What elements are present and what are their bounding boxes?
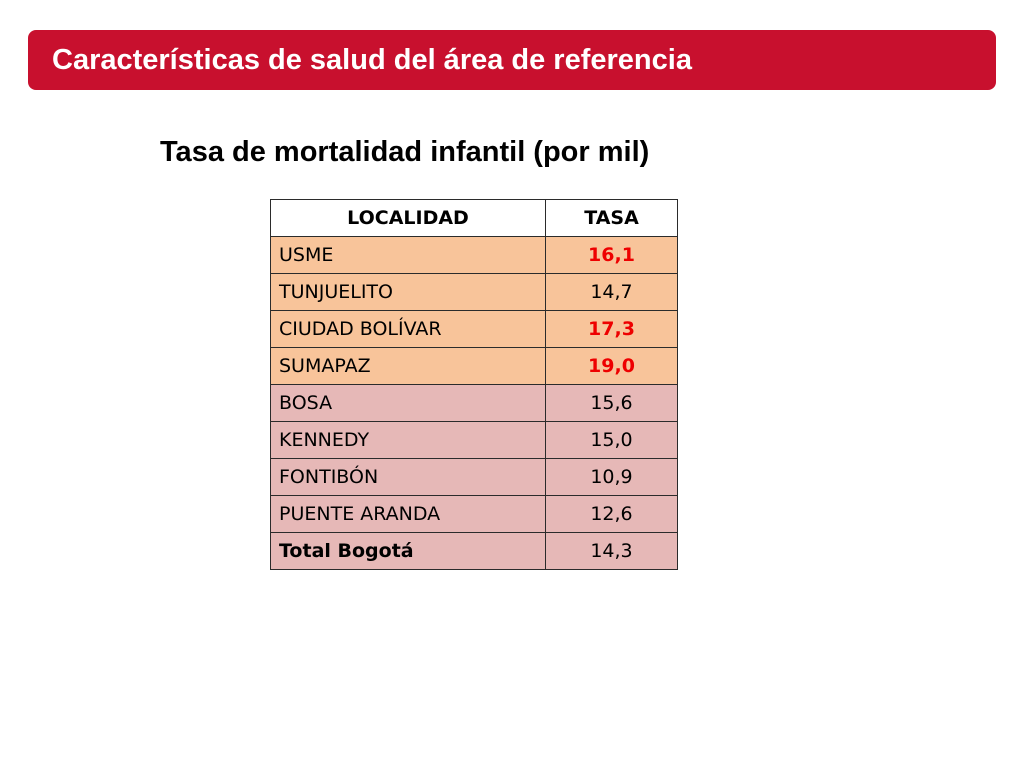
mortality-table: LOCALIDAD TASA USME 16,1 TUNJUELITO 14,7 CIU… <box>270 199 678 570</box>
cell-localidad: PUENTE ARANDA <box>270 495 546 533</box>
table-body: USME 16,1 TUNJUELITO 14,7 CIUDAD BOLÍVAR 17,3… <box>270 236 678 570</box>
cell-tasa: 10,9 <box>545 458 678 496</box>
cell-localidad: USME <box>270 236 546 274</box>
cell-localidad: TUNJUELITO <box>270 273 546 311</box>
table-row: BOSA 15,6 <box>270 384 678 422</box>
cell-tasa: 12,6 <box>545 495 678 533</box>
cell-tasa: 15,6 <box>545 384 678 422</box>
table-row: FONTIBÓN 10,9 <box>270 458 678 496</box>
column-header-localidad: LOCALIDAD <box>270 199 546 237</box>
cell-localidad: BOSA <box>270 384 546 422</box>
cell-localidad: Total Bogotá <box>270 532 546 570</box>
table-row: SUMAPAZ 19,0 <box>270 347 678 385</box>
cell-tasa: 14,3 <box>545 532 678 570</box>
column-header-tasa: TASA <box>545 199 678 237</box>
cell-localidad: SUMAPAZ <box>270 347 546 385</box>
cell-tasa: 15,0 <box>545 421 678 459</box>
table-row: USME 16,1 <box>270 236 678 274</box>
cell-localidad: FONTIBÓN <box>270 458 546 496</box>
cell-tasa: 16,1 <box>545 236 678 274</box>
table-row: CIUDAD BOLÍVAR 17,3 <box>270 310 678 348</box>
cell-localidad: CIUDAD BOLÍVAR <box>270 310 546 348</box>
title-banner: Características de salud del área de ref… <box>28 30 996 90</box>
slide-title: Características de salud del área de ref… <box>52 43 692 76</box>
table-row: PUENTE ARANDA 12,6 <box>270 495 678 533</box>
table-header-row: LOCALIDAD TASA <box>270 199 678 237</box>
table-title: Tasa de mortalidad infantil (por mil) <box>160 136 650 168</box>
cell-tasa: 17,3 <box>545 310 678 348</box>
cell-tasa: 14,7 <box>545 273 678 311</box>
cell-localidad: KENNEDY <box>270 421 546 459</box>
cell-tasa: 19,0 <box>545 347 678 385</box>
table-row: Total Bogotá 14,3 <box>270 532 678 570</box>
table-row: KENNEDY 15,0 <box>270 421 678 459</box>
table-row: TUNJUELITO 14,7 <box>270 273 678 311</box>
